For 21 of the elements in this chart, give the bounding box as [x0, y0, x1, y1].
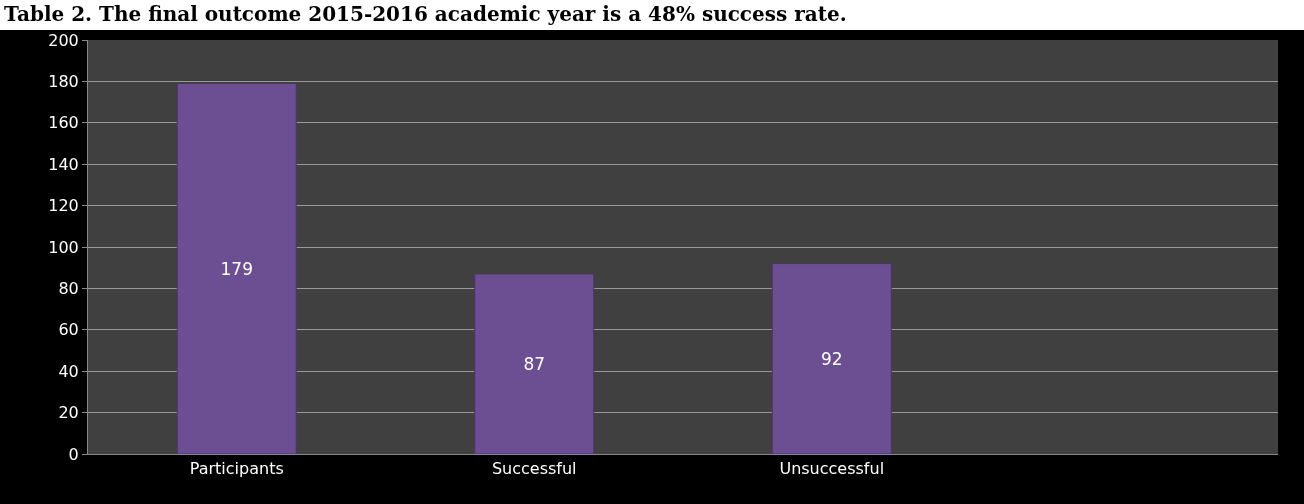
bar — [176, 82, 297, 454]
y-tick-label: 20 — [58, 403, 79, 423]
data-label: 87 — [523, 353, 546, 374]
y-tick-label: 120 — [48, 196, 79, 216]
y-tick-label: 180 — [48, 72, 79, 91]
bar — [474, 273, 595, 454]
y-tick-label: 160 — [48, 113, 79, 133]
data-label: 92 — [820, 348, 843, 369]
y-tick-label: 100 — [48, 237, 79, 257]
y-tick-label: 40 — [58, 361, 79, 381]
y-tick-label: 200 — [48, 30, 79, 50]
x-tick-label: Successful — [491, 459, 577, 479]
y-tick-label: 0 — [68, 444, 79, 464]
x-tick-label: Unsuccessful — [779, 459, 885, 479]
y-tick-label: 60 — [58, 320, 79, 340]
data-label: 179 — [220, 258, 253, 279]
y-tick-label: 140 — [48, 154, 79, 174]
bar — [771, 263, 892, 454]
chart-title: Table 2. The final outcome 2015-2016 academic year is a 48% success rate. — [3, 1, 848, 28]
x-tick-label: Participants — [189, 459, 284, 479]
y-tick-label: 80 — [58, 279, 79, 298]
